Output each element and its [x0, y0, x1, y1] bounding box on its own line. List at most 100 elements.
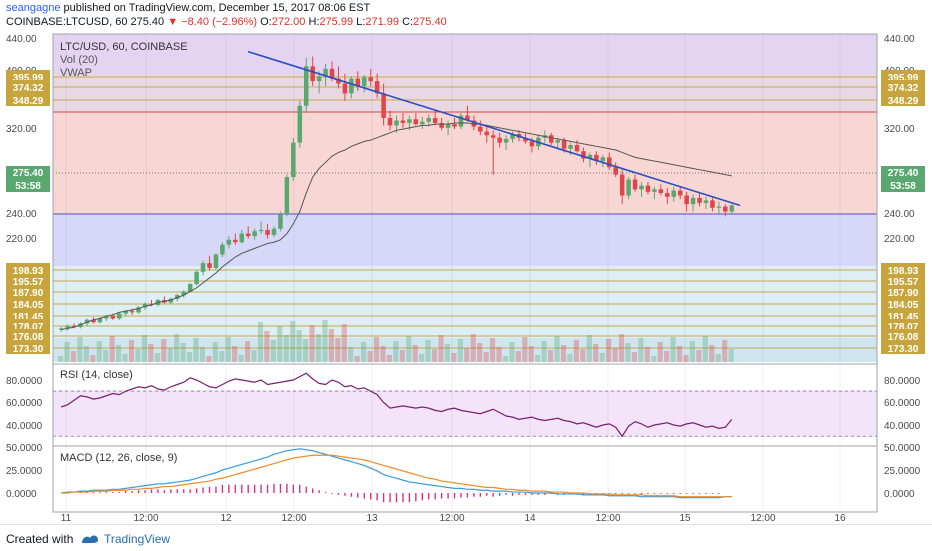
candle-body	[104, 316, 109, 319]
volume-bar	[573, 340, 579, 362]
zone-volume	[53, 338, 877, 362]
low-label: L:	[356, 16, 366, 28]
level-label-right: 184.05	[888, 300, 919, 311]
tradingview-brand[interactable]: TradingView	[104, 532, 171, 546]
candle-body	[291, 142, 296, 178]
candle-body	[168, 298, 174, 303]
price-chart[interactable]: 440.00440.00400.00400.00360.00360.00320.…	[0, 30, 932, 524]
zone-blue-lower	[53, 214, 877, 266]
vwap-line	[61, 122, 732, 331]
candle-body	[303, 66, 309, 106]
current-price-box	[6, 166, 50, 179]
rsi-pane	[53, 372, 877, 438]
volume-bar	[154, 353, 160, 362]
candle-body	[561, 140, 567, 149]
zone-pink-upper	[53, 74, 877, 112]
rsi-line	[61, 372, 733, 438]
volume-bar	[264, 331, 270, 362]
axis-labels: 440.00440.00400.00400.00360.00360.00320.…	[6, 34, 925, 524]
volume-bar	[251, 350, 257, 362]
volume-bar	[148, 344, 154, 362]
candle-body	[387, 118, 393, 126]
volume-bar	[354, 356, 360, 362]
candle-body	[194, 271, 199, 285]
volume-bar	[541, 341, 547, 362]
volume-bar	[599, 353, 605, 362]
candle-body	[316, 76, 322, 82]
candle-body	[329, 68, 335, 79]
candle-body	[323, 68, 328, 77]
candle-body	[439, 122, 444, 128]
volume-bar	[515, 351, 521, 362]
current-price-label: 275.40	[888, 168, 919, 179]
level-label-box-left	[6, 341, 50, 354]
time-tick: 12:00	[133, 513, 158, 524]
level-label-left: 195.57	[13, 277, 44, 288]
macd-tick-left: 0.0000	[6, 489, 37, 500]
volume-bar	[664, 351, 670, 362]
volume-bar	[638, 338, 644, 362]
candle-body	[342, 83, 348, 94]
volume-bar	[438, 335, 444, 362]
level-label-left: 348.29	[13, 96, 44, 107]
candle-body	[703, 200, 709, 203]
volume-bar	[257, 322, 264, 362]
volume-bar	[670, 337, 676, 362]
level-label-right: 395.99	[888, 73, 919, 84]
volume-bar	[612, 348, 618, 362]
volume-bar	[522, 337, 528, 362]
level-label-left: 184.05	[13, 300, 44, 311]
current-price-label: 275.40	[13, 168, 44, 179]
candle-body	[226, 239, 232, 245]
price-tick-left: 320.00	[6, 124, 37, 135]
time-tick: 11	[61, 513, 72, 524]
level-label-right: 173.30	[888, 344, 919, 355]
level-label-box-right	[881, 309, 925, 322]
level-label-right: 348.29	[888, 96, 919, 107]
volume-bar	[470, 334, 476, 362]
candle-body	[110, 316, 116, 319]
rsi-tick-right: 80.0000	[884, 376, 921, 387]
author-link[interactable]: seangagne	[6, 2, 61, 14]
candle-body	[716, 206, 722, 208]
countdown-label: 53:58	[890, 181, 916, 192]
volume-bar	[232, 346, 238, 362]
candle-body	[400, 120, 406, 123]
candle-body	[78, 323, 83, 328]
level-label-right: 187.90	[888, 288, 919, 299]
candle-body	[490, 135, 496, 138]
candle-body	[723, 206, 728, 212]
volume-bar	[406, 336, 412, 362]
low-value: 271.99	[365, 16, 399, 28]
volume-bar	[199, 347, 206, 362]
level-label-box-left	[6, 297, 50, 310]
candle-body	[690, 197, 696, 205]
volume-bar	[625, 343, 631, 362]
countdown-box	[881, 179, 925, 192]
candle-body	[136, 307, 141, 313]
level-label-box-right	[881, 297, 925, 310]
time-tick: 12:00	[281, 513, 306, 524]
candle-body	[97, 318, 103, 323]
candle-body	[58, 328, 64, 330]
candle-body	[465, 115, 470, 121]
level-label-box-left	[6, 263, 50, 276]
price-tick-right: 240.00	[884, 209, 915, 220]
trendline	[247, 50, 741, 207]
volume-bar	[373, 337, 380, 362]
volume-bar	[676, 346, 683, 362]
volume-bar	[496, 347, 502, 362]
price-change: −8.40 (−2.96%)	[181, 16, 258, 28]
time-tick: 12:00	[750, 513, 775, 524]
level-label-right: 374.32	[888, 83, 919, 94]
volume-bar	[109, 336, 115, 362]
candle-body	[129, 311, 135, 313]
candle-body	[548, 135, 554, 143]
volume-bar	[689, 341, 696, 362]
volume-bar	[303, 339, 309, 362]
candle-body	[645, 185, 651, 192]
candles	[58, 56, 735, 333]
candle-body	[458, 115, 464, 127]
volume-bar	[651, 356, 657, 362]
time-tick: 15	[679, 513, 691, 524]
